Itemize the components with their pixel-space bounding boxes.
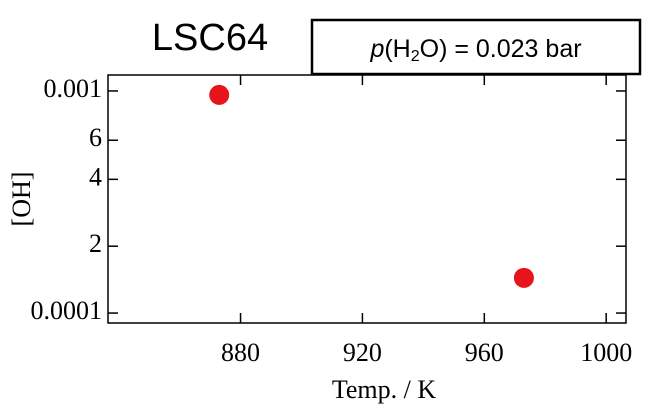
x-tick-label: 960: [465, 338, 504, 367]
chart-title: LSC64: [152, 17, 268, 59]
x-tick-label: 880: [221, 338, 260, 367]
y-tick-label: 0.0001: [31, 296, 103, 325]
annotation-close: O) = 0.023 bar: [420, 35, 582, 63]
annotation-box: [310, 18, 642, 76]
annotation-sub: 2: [411, 48, 420, 65]
x-tick-label: 1000: [580, 338, 632, 367]
annotation-italic: p: [369, 35, 384, 63]
y-tick-label: 4: [89, 162, 102, 191]
y-tick-label: 6: [89, 123, 102, 152]
y-tick-label: 2: [89, 229, 102, 258]
x-tick-label: 920: [343, 338, 382, 367]
plot-frame: [107, 74, 627, 324]
y-tick-label: 0.001: [44, 74, 103, 103]
y-axis-label: [OH]: [7, 172, 36, 227]
annotation-open: (H: [384, 35, 410, 63]
point: [209, 84, 230, 105]
annotation: p(H2O) = 0.023 bar: [369, 35, 581, 66]
x-axis-label: Temp. / K: [332, 375, 437, 404]
point: [513, 267, 534, 288]
